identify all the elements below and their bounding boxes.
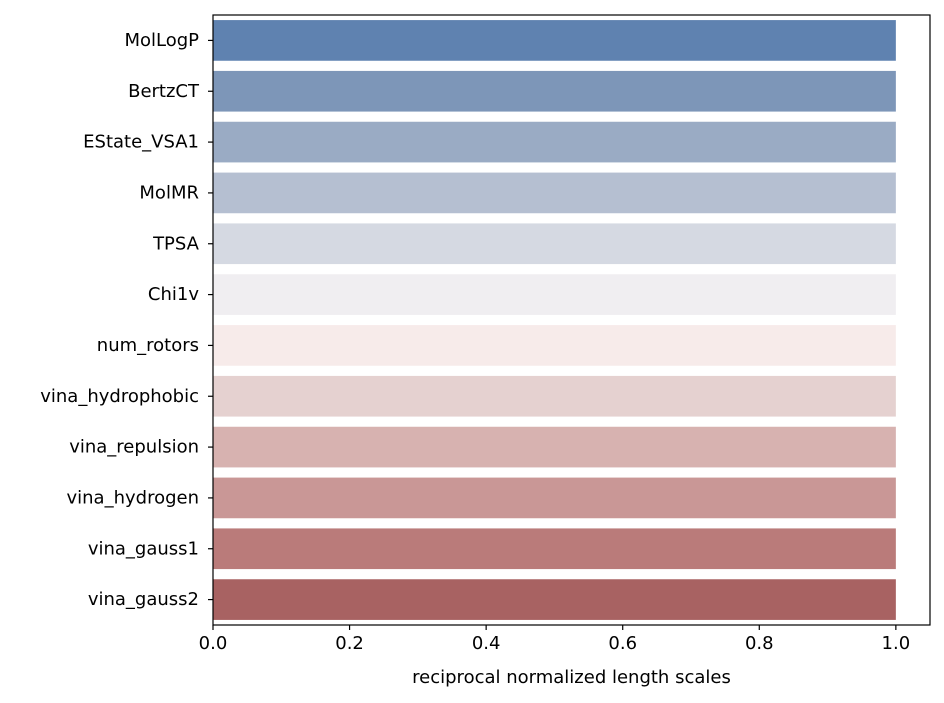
x-axis-label: reciprocal normalized length scales xyxy=(412,667,731,688)
y-tick-label: vina_hydrophobic xyxy=(40,386,199,407)
bar-vina-gauss1 xyxy=(213,528,896,570)
x-axis-ticks: 0.0 0.2 0.4 0.6 0.8 1.0 xyxy=(199,625,910,654)
x-tick-label: 1.0 xyxy=(882,633,911,654)
bar-chi1v xyxy=(213,274,896,315)
x-tick-label: 0.2 xyxy=(335,633,364,654)
x-tick-label: 0.8 xyxy=(745,633,774,654)
y-tick-label: TPSA xyxy=(152,233,200,254)
y-tick-label: MolLogP xyxy=(124,30,199,51)
x-tick-label: 0.4 xyxy=(472,633,501,654)
y-axis-ticks: MolLogP BertzCT EState_VSA1 MolMR TPSA Chi1v n… xyxy=(40,30,213,610)
y-tick-label: EState_VSA1 xyxy=(83,132,199,153)
bar-vina-gauss2 xyxy=(213,579,896,620)
bar-num-rotors xyxy=(213,325,896,366)
bar-bertzct xyxy=(213,70,896,112)
bar-estate-vsa1 xyxy=(213,121,896,163)
bar-molmr xyxy=(213,172,896,214)
x-tick-label: 0.6 xyxy=(608,633,637,654)
y-tick-label: vina_hydrogen xyxy=(66,487,199,508)
bars-group xyxy=(213,20,896,620)
bar-vina-repulsion xyxy=(213,426,896,468)
bar-tpsa xyxy=(213,223,896,265)
y-tick-label: vina_gauss1 xyxy=(88,538,199,559)
y-tick-label: MolMR xyxy=(139,182,199,203)
bar-mollogp xyxy=(213,20,896,61)
x-tick-label: 0.0 xyxy=(199,633,228,654)
plot-frame xyxy=(212,14,931,626)
y-tick-label: BertzCT xyxy=(128,81,200,102)
bar-vina-hydrophobic xyxy=(213,375,896,417)
bar-vina-hydrogen xyxy=(213,477,896,519)
y-tick-label: Chi1v xyxy=(148,284,199,305)
y-tick-label: vina_gauss2 xyxy=(88,589,199,610)
y-tick-label: num_rotors xyxy=(97,335,199,356)
y-tick-label: vina_repulsion xyxy=(69,437,199,458)
